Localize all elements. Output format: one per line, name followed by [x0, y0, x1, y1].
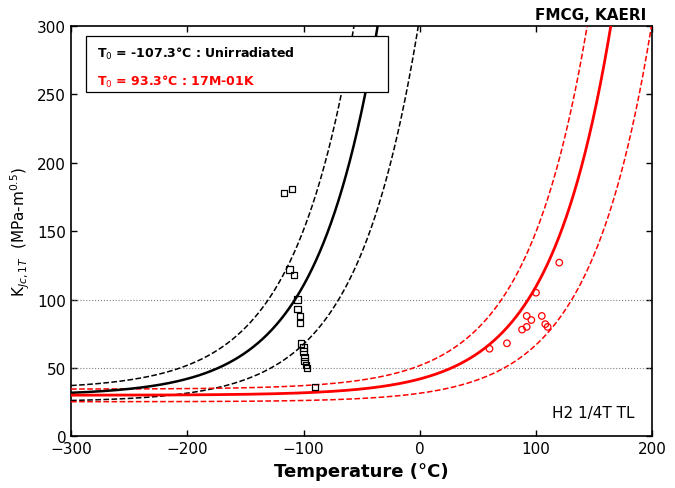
Y-axis label: K$_{Jc,1T}$  (MPa-m$^{0.5}$): K$_{Jc,1T}$ (MPa-m$^{0.5}$)	[8, 167, 32, 297]
Point	[531, 289, 541, 297]
Point	[516, 326, 527, 334]
Point	[298, 344, 309, 351]
Point	[484, 345, 495, 353]
Point	[521, 312, 532, 320]
Point	[521, 324, 532, 331]
Text: T$_0$ = 93.3°C : 17M-01K: T$_0$ = 93.3°C : 17M-01K	[97, 74, 255, 90]
Point	[298, 348, 309, 356]
Text: T$_0$ = -107.3°C : Unirradiated: T$_0$ = -107.3°C : Unirradiated	[97, 45, 295, 61]
Point	[299, 357, 310, 365]
Point	[286, 185, 297, 193]
Point	[294, 312, 305, 320]
X-axis label: Temperature (°C): Temperature (°C)	[274, 462, 449, 480]
Point	[502, 340, 512, 347]
Text: FMCG, KAERI: FMCG, KAERI	[535, 8, 647, 23]
Point	[554, 259, 565, 267]
Point	[300, 362, 311, 369]
Text: H2 1/4T TL: H2 1/4T TL	[552, 405, 634, 420]
Point	[292, 305, 303, 313]
Point	[302, 364, 313, 372]
Point	[278, 190, 289, 198]
Point	[526, 317, 537, 325]
Point	[292, 296, 303, 304]
Point	[289, 271, 300, 279]
Point	[284, 266, 295, 274]
Point	[537, 312, 547, 320]
Point	[310, 384, 321, 391]
Bar	[86, 37, 388, 93]
Point	[296, 340, 306, 347]
Point	[294, 319, 305, 327]
Point	[542, 324, 553, 331]
Point	[299, 353, 310, 361]
Point	[540, 321, 551, 328]
